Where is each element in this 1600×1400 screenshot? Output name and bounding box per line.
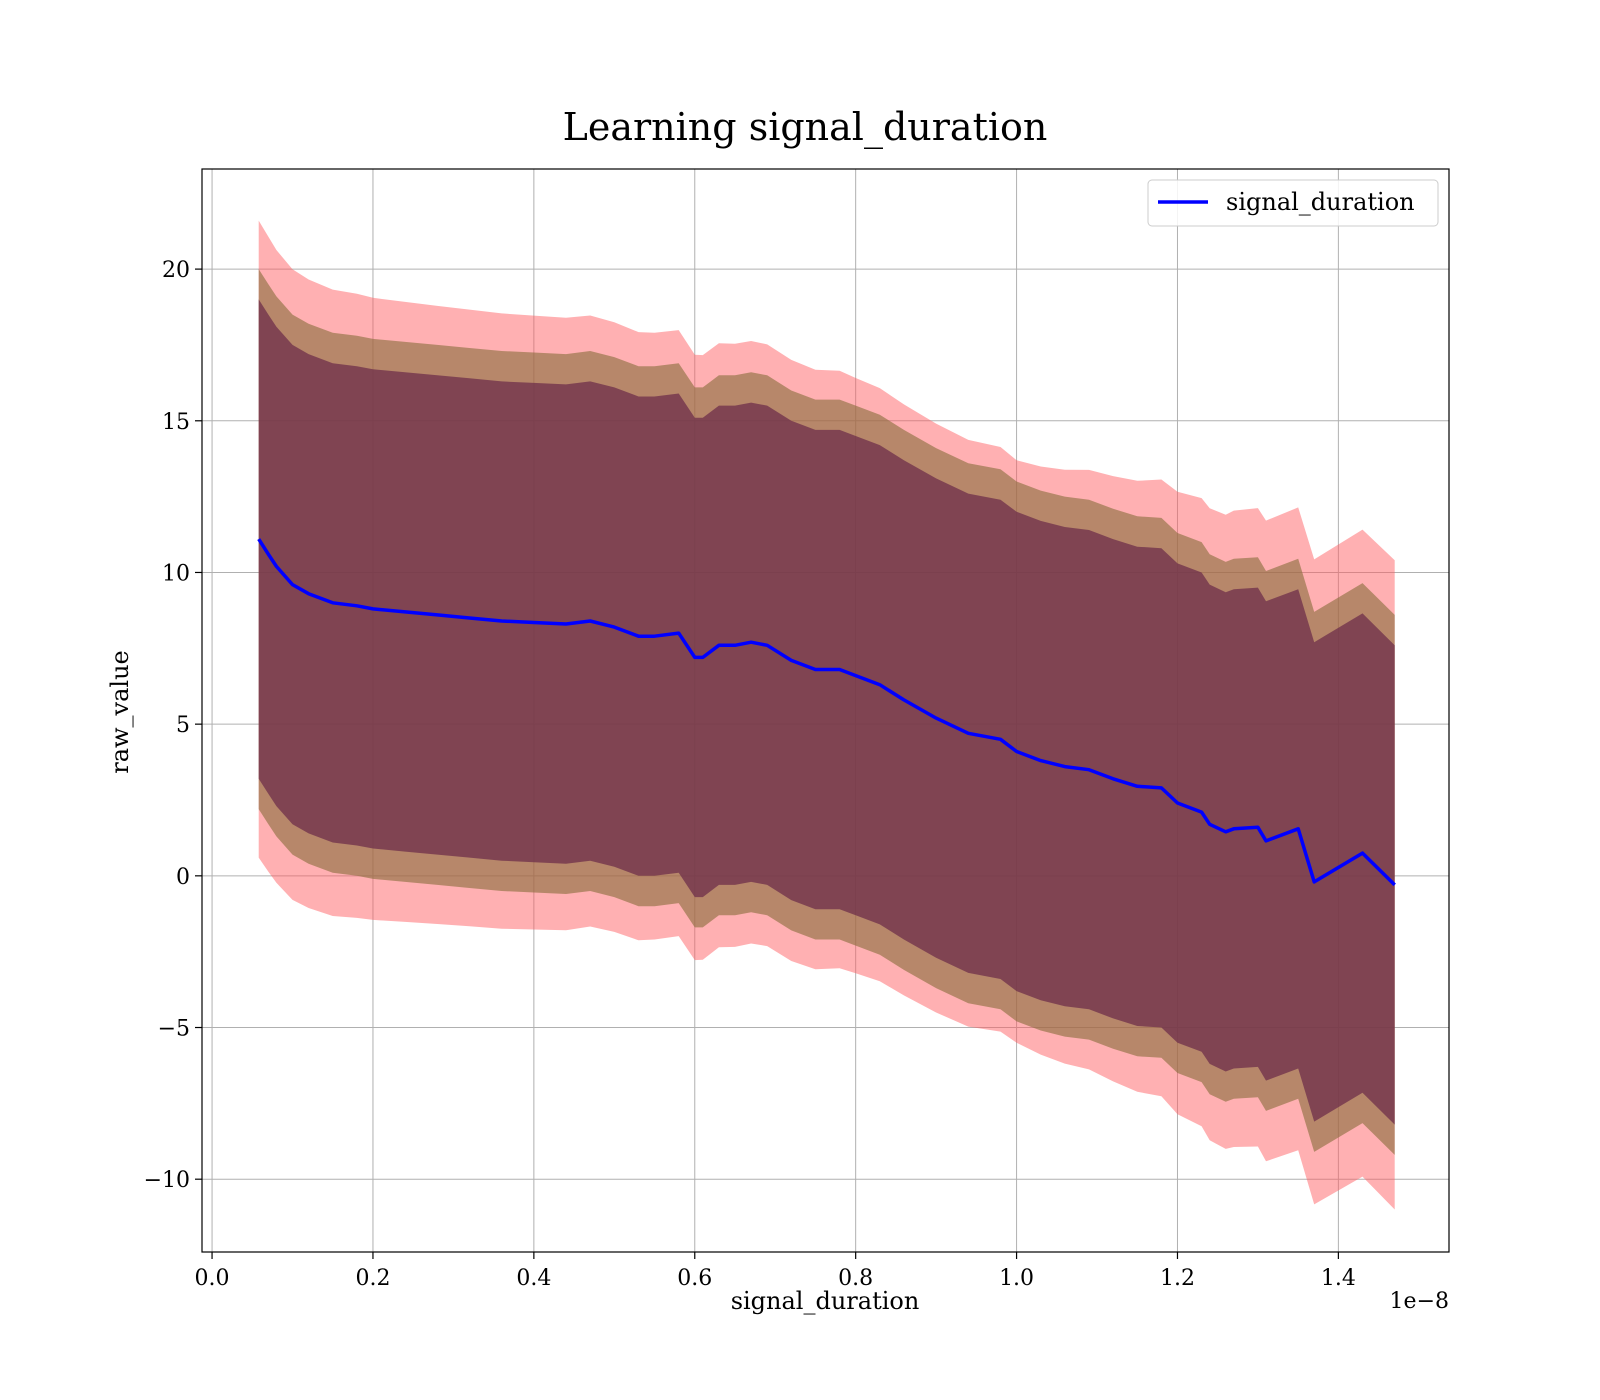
confidence-bands: [258, 220, 1395, 1210]
plot-frame: [201, 168, 1450, 1253]
chart-title: Learning signal_duration: [563, 105, 1048, 150]
x-axis-offset-text: 1e−8: [1390, 1289, 1449, 1314]
x-axis-ticks: 0.0 0.2 0.4 0.6 0.8 1.0 1.2 1.4: [195, 1252, 1356, 1291]
x-tick-label: 1.0: [999, 1266, 1034, 1291]
y-tick-label: −5: [158, 1017, 190, 1042]
x-tick-label: 0.4: [516, 1266, 551, 1291]
x-tick-label: 1.4: [1321, 1266, 1356, 1291]
y-axis-label: raw_value: [106, 650, 134, 774]
series-line-signal-duration: [257, 538, 1396, 887]
x-tick-label: 1.2: [1160, 1266, 1195, 1291]
y-tick-label: 5: [176, 713, 190, 738]
x-axis-label: signal_duration: [731, 1287, 920, 1315]
y-tick-label: −10: [144, 1168, 190, 1193]
x-tick-label: 0.8: [838, 1266, 873, 1291]
band-inner: [258, 299, 1395, 1125]
y-tick-label: 15: [162, 410, 190, 435]
x-tick-label: 0.6: [677, 1266, 712, 1291]
x-tick-label: 0.2: [355, 1266, 390, 1291]
y-tick-label: 0: [176, 865, 190, 890]
legend-label-signal-duration: signal_duration: [1226, 188, 1415, 216]
y-axis-ticks: −10 −5 0 5 10 15 20: [144, 258, 202, 1193]
y-tick-label: 20: [162, 258, 190, 283]
series-lines: [257, 538, 1396, 887]
y-tick-label: 10: [162, 561, 190, 586]
x-tick-label: 0.0: [195, 1266, 230, 1291]
legend-box: [1147, 179, 1439, 227]
legend: signal_duration: [1147, 179, 1439, 227]
